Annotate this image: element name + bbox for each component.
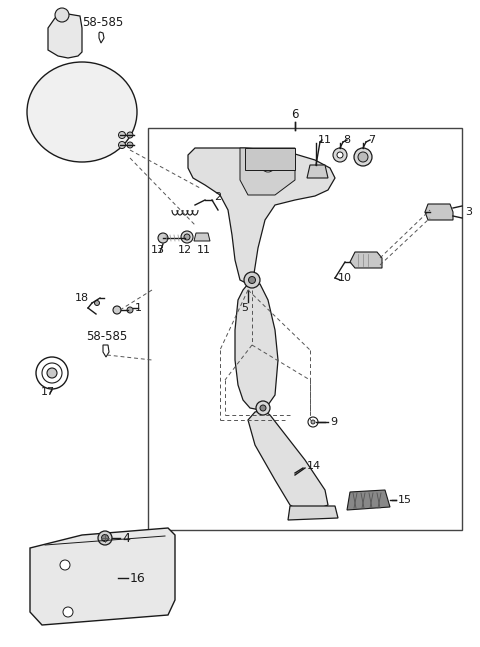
Text: 1: 1 (135, 303, 142, 313)
Circle shape (260, 405, 266, 411)
Polygon shape (307, 165, 328, 178)
Text: 58-585: 58-585 (86, 331, 128, 344)
Polygon shape (248, 410, 328, 510)
Text: 14: 14 (307, 461, 321, 471)
Circle shape (184, 234, 190, 240)
Circle shape (127, 307, 133, 313)
Circle shape (119, 131, 125, 138)
Circle shape (308, 417, 318, 427)
Bar (245, 148, 295, 170)
Circle shape (244, 272, 260, 288)
Circle shape (354, 148, 372, 166)
Text: 10: 10 (338, 273, 352, 283)
Bar (148, 128, 462, 530)
Polygon shape (48, 14, 82, 58)
Text: 3: 3 (465, 207, 472, 217)
Text: 8: 8 (343, 135, 350, 145)
Circle shape (337, 152, 343, 158)
Circle shape (256, 401, 270, 415)
Text: 16: 16 (130, 571, 146, 584)
Polygon shape (425, 204, 453, 220)
Circle shape (60, 560, 70, 570)
Text: 17: 17 (41, 387, 55, 397)
Text: 5: 5 (241, 303, 249, 313)
Polygon shape (194, 233, 210, 241)
Circle shape (127, 132, 133, 138)
Polygon shape (235, 284, 278, 410)
Text: 11: 11 (197, 245, 211, 255)
Polygon shape (240, 148, 295, 195)
Circle shape (119, 142, 125, 149)
Polygon shape (30, 528, 175, 625)
Text: 9: 9 (330, 417, 337, 427)
Text: 11: 11 (318, 135, 332, 145)
Text: 13: 13 (151, 245, 165, 255)
Circle shape (95, 300, 99, 305)
Text: 2: 2 (214, 192, 221, 202)
Circle shape (127, 142, 133, 148)
Circle shape (55, 8, 69, 22)
Ellipse shape (27, 62, 137, 162)
Circle shape (63, 607, 73, 617)
Text: 12: 12 (178, 245, 192, 255)
Text: 6: 6 (291, 109, 299, 122)
Text: 15: 15 (398, 495, 412, 505)
Text: 4: 4 (122, 531, 130, 545)
Polygon shape (347, 490, 390, 510)
Circle shape (101, 534, 108, 542)
Text: 58-585: 58-585 (83, 16, 124, 28)
Polygon shape (288, 506, 338, 520)
Circle shape (113, 306, 121, 314)
Circle shape (358, 152, 368, 162)
Circle shape (333, 148, 347, 162)
Polygon shape (188, 148, 335, 284)
Circle shape (249, 276, 255, 283)
Circle shape (98, 531, 112, 545)
Circle shape (261, 158, 275, 172)
Circle shape (311, 420, 315, 424)
Circle shape (181, 231, 193, 243)
Polygon shape (350, 252, 382, 268)
Text: 18: 18 (75, 293, 89, 303)
Circle shape (47, 368, 57, 378)
Text: 7: 7 (368, 135, 375, 145)
Circle shape (158, 233, 168, 243)
